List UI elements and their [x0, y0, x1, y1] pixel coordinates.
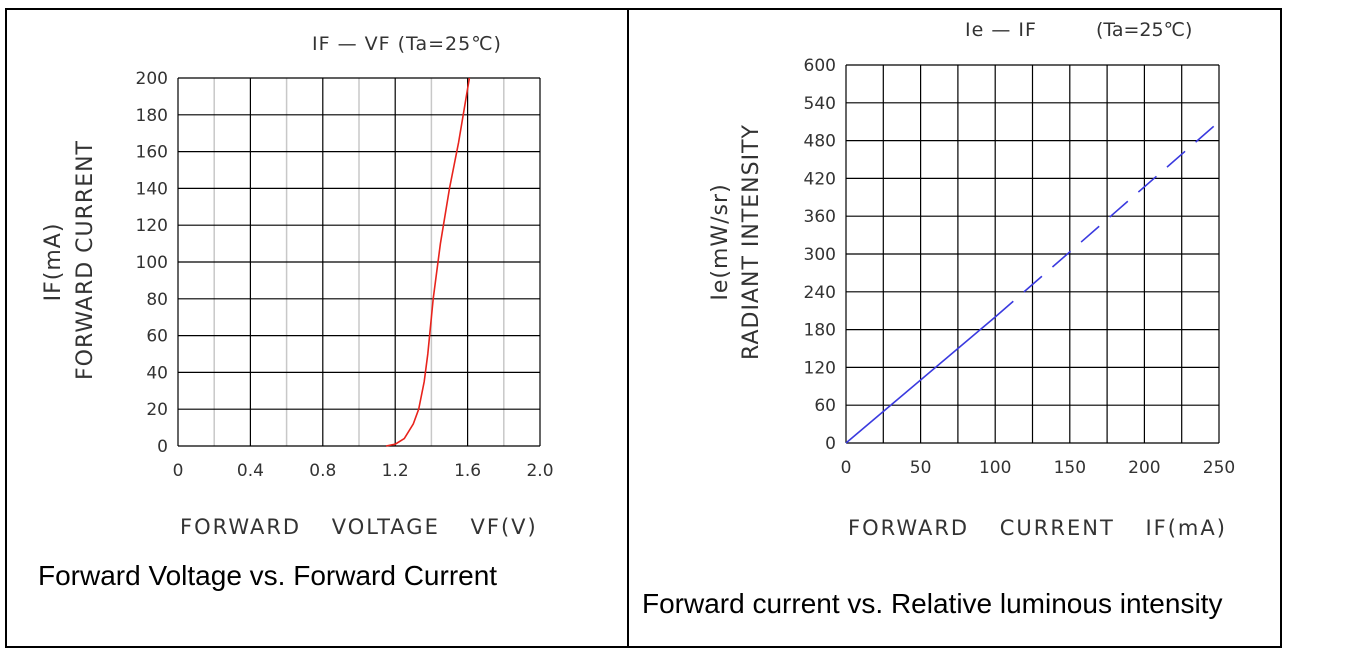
- chart-title: IF — VF (Ta=25℃): [312, 33, 502, 55]
- chart-panel-right: [627, 8, 1282, 648]
- x-tick-label: 1.6: [454, 461, 481, 481]
- data-series-line: [994, 121, 1220, 318]
- y-tick-label: 240: [804, 283, 836, 303]
- charts-svg: 0 20 40 60 80 100 120 140 160 180 200 0 0.4 0.8 1.2 1.6…: [41, 19, 1235, 540]
- x-tick-label: 200: [1128, 458, 1160, 478]
- x-tick-label: 0: [173, 461, 184, 481]
- caption-left: Forward Voltage vs. Forward Current: [38, 560, 498, 591]
- y-tick-label: 60: [146, 327, 168, 347]
- x-tick-label: 250: [1203, 458, 1235, 478]
- data-series-line: [385, 77, 471, 447]
- y-tick-label: 60: [814, 396, 836, 416]
- y-tick-label: 120: [136, 216, 168, 236]
- y-tick-label: 20: [146, 400, 168, 420]
- y-tick-label: 80: [146, 290, 168, 310]
- y-axis-label: FORWARD CURRENT: [73, 140, 98, 380]
- y-tick-label: 540: [804, 94, 836, 114]
- y-tick-label: 420: [804, 169, 836, 189]
- y-tick-label: 600: [804, 56, 836, 76]
- x-tick-label: 0.8: [309, 461, 336, 481]
- x-tick-label: 2.0: [526, 461, 553, 481]
- y-axis-label: RADIANT INTENSITY: [739, 124, 764, 360]
- y-axis-label: IF(mA): [41, 223, 66, 302]
- y-tick-label: 180: [804, 321, 836, 341]
- y-tick-label: 40: [146, 363, 168, 383]
- x-tick-label: 1.2: [382, 461, 409, 481]
- y-tick-label: 100: [136, 253, 168, 273]
- x-tick-label: 150: [1054, 458, 1086, 478]
- y-tick-label: 0: [157, 437, 168, 457]
- chart-title: Ie — IF: [965, 19, 1037, 41]
- y-tick-label: 160: [136, 143, 168, 163]
- x-axis-label: FORWARD CURRENT IF(mA): [848, 516, 1227, 540]
- y-tick-label: 360: [804, 207, 836, 227]
- x-tick-label: 0: [841, 458, 852, 478]
- y-tick-label: 180: [136, 106, 168, 126]
- y-axis-label: Ie(mW/sr): [708, 183, 733, 300]
- x-tick-label: 100: [979, 458, 1011, 478]
- caption-right: Forward current vs. Relative luminous in…: [642, 588, 1223, 619]
- y-tick-label: 140: [136, 179, 168, 199]
- y-tick-label: 480: [804, 132, 836, 152]
- x-axis-label: FORWARD VOLTAGE VF(V): [180, 515, 538, 539]
- y-tick-label: 200: [136, 69, 168, 89]
- x-tick-label: 50: [910, 458, 932, 478]
- y-tick-label: 120: [804, 358, 836, 378]
- y-tick-label: 300: [804, 245, 836, 265]
- x-tick-label: 0.4: [237, 461, 264, 481]
- chart-title: (Ta=25℃): [1096, 19, 1192, 41]
- y-tick-label: 0: [825, 434, 836, 454]
- data-series-line: [845, 316, 996, 444]
